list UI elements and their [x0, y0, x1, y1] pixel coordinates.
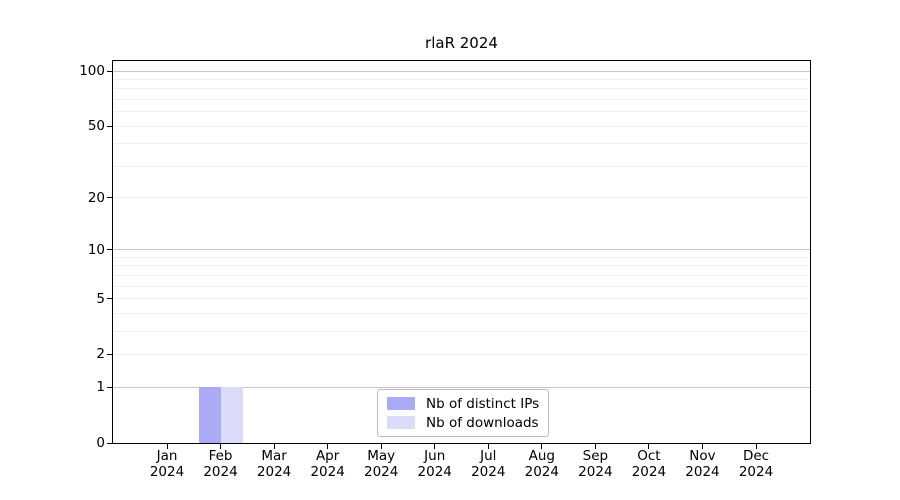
y-tick-label: 20 — [87, 189, 105, 206]
x-tick-label: Feb 2024 — [193, 448, 249, 480]
legend: Nb of distinct IPs Nb of downloads — [377, 389, 550, 437]
y-tick-label: 100 — [79, 63, 105, 80]
x-tick-mark — [220, 444, 222, 449]
legend-row-distinct-ips: Nb of distinct IPs — [387, 394, 539, 413]
gridline-minor — [113, 353, 810, 355]
x-tick-label: Jun 2024 — [407, 448, 463, 480]
y-tick-mark — [107, 386, 112, 388]
y-tick-label: 0 — [96, 435, 105, 451]
bar-distinct-ips-feb — [198, 387, 221, 443]
gridline-major — [113, 249, 810, 251]
x-tick-month: Apr — [315, 448, 340, 464]
x-tick-year: 2024 — [471, 463, 506, 480]
gridline-minor — [113, 256, 810, 258]
x-tick-label: Apr 2024 — [300, 448, 356, 480]
x-tick-mark — [648, 444, 650, 449]
x-tick-month: Nov — [689, 448, 716, 464]
x-tick-month: Jan — [156, 448, 178, 464]
gridline-minor — [113, 274, 810, 276]
x-tick-mark — [487, 444, 489, 449]
y-tick-mark — [107, 353, 112, 355]
x-tick-month: Jul — [480, 448, 497, 464]
x-tick-mark — [541, 444, 543, 449]
y-tick-mark — [107, 442, 112, 444]
y-tick-mark — [107, 70, 112, 72]
y-tick-label: 2 — [96, 346, 105, 363]
legend-swatch-downloads — [387, 416, 415, 429]
x-tick-mark — [380, 444, 382, 449]
y-tick-mark — [107, 125, 112, 127]
x-tick-label: Jan 2024 — [139, 448, 195, 480]
y-tick-mark — [107, 197, 112, 199]
gridline-minor — [113, 197, 810, 199]
legend-swatch-distinct-ips — [387, 397, 415, 410]
bar-downloads-feb — [220, 387, 243, 443]
y-tick-label: 50 — [87, 118, 105, 135]
x-tick-month: Aug — [528, 448, 555, 464]
x-tick-mark — [327, 444, 329, 449]
gridline-minor — [113, 265, 810, 267]
x-tick-year: 2024 — [256, 463, 292, 480]
x-tick-label: May 2024 — [353, 448, 409, 480]
x-tick-year: 2024 — [524, 463, 559, 480]
x-tick-label: Nov 2024 — [674, 448, 730, 480]
x-tick-year: 2024 — [417, 463, 452, 480]
x-tick-year: 2024 — [363, 463, 399, 480]
x-tick-year: 2024 — [578, 463, 613, 480]
y-tick-label: 10 — [87, 241, 105, 258]
gridline-major — [113, 386, 810, 388]
x-tick-month: Mar — [261, 448, 287, 464]
gridline-minor — [113, 143, 810, 145]
y-tick-mark — [107, 249, 112, 251]
x-tick-mark — [273, 444, 275, 449]
y-tick-label: 1 — [96, 379, 105, 396]
y-tick-mark — [107, 298, 112, 300]
gridline-minor — [113, 79, 810, 81]
gridline-minor — [113, 312, 810, 314]
gridline-major — [113, 70, 810, 72]
x-tick-year: 2024 — [685, 463, 720, 480]
x-tick-mark — [701, 444, 703, 449]
gridline-minor — [113, 330, 810, 332]
chart-title: rlaR 2024 — [425, 34, 498, 52]
x-tick-month: Feb — [208, 448, 233, 464]
x-tick-month: May — [367, 448, 396, 464]
x-tick-year: 2024 — [149, 463, 185, 480]
x-tick-year: 2024 — [738, 463, 774, 480]
x-tick-month: Dec — [742, 448, 770, 464]
gridline-minor — [113, 125, 810, 127]
legend-label-downloads: Nb of downloads — [426, 414, 539, 431]
x-tick-year: 2024 — [203, 463, 238, 480]
gridline-minor — [113, 165, 810, 167]
x-tick-mark — [594, 444, 596, 449]
x-tick-month: Jun — [424, 448, 446, 464]
y-tick-label: 5 — [96, 290, 105, 307]
gridline-minor — [113, 298, 810, 300]
legend-row-downloads: Nb of downloads — [387, 413, 539, 432]
x-tick-month: Oct — [637, 448, 661, 464]
x-tick-label: Mar 2024 — [246, 448, 302, 480]
x-tick-year: 2024 — [310, 463, 345, 480]
x-tick-label: Jul 2024 — [460, 448, 516, 480]
gridline-minor — [113, 88, 810, 90]
x-tick-year: 2024 — [631, 463, 667, 480]
legend-label-distinct-ips: Nb of distinct IPs — [426, 395, 540, 412]
x-tick-mark — [434, 444, 436, 449]
x-tick-month: Sep — [582, 448, 609, 464]
gridline-minor — [113, 111, 810, 113]
x-tick-label: Dec 2024 — [728, 448, 784, 480]
x-tick-mark — [166, 444, 168, 449]
x-tick-label: Sep 2024 — [567, 448, 623, 480]
x-tick-mark — [755, 444, 757, 449]
gridline-minor — [113, 285, 810, 287]
x-tick-label: Oct 2024 — [621, 448, 677, 480]
x-tick-label: Aug 2024 — [514, 448, 570, 480]
gridline-minor — [113, 99, 810, 101]
